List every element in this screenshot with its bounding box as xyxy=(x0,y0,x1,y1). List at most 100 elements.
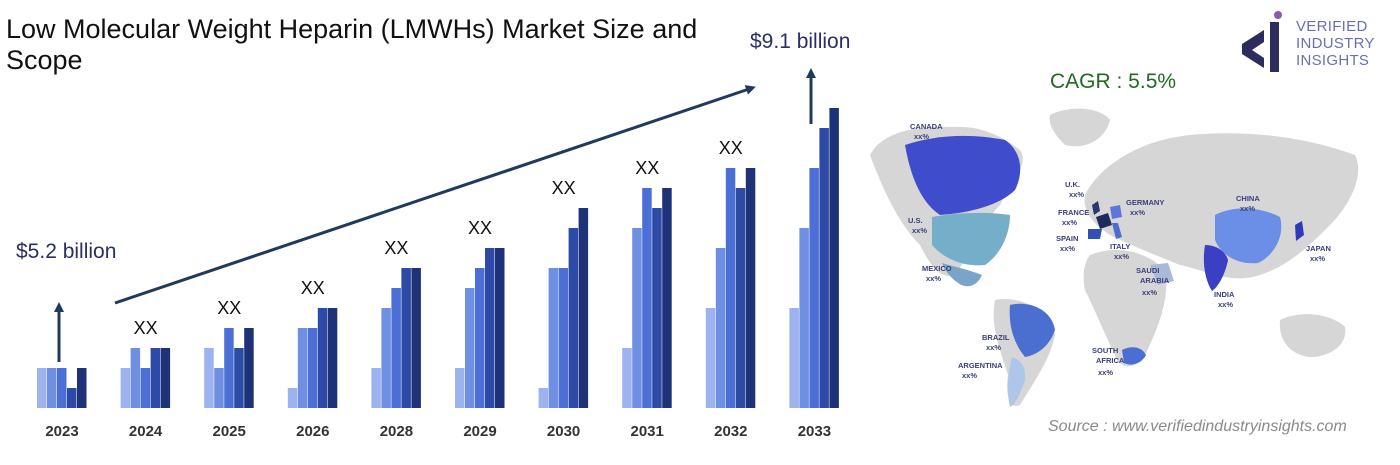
data-label: XX xyxy=(635,158,659,178)
bar-2032-4 xyxy=(735,188,746,408)
land-australia xyxy=(1279,314,1346,357)
region-spain xyxy=(1088,229,1102,239)
map-label: U.S. xyxy=(908,216,923,225)
data-label: XX xyxy=(552,178,576,198)
bar-2028-2 xyxy=(381,308,391,408)
region-france xyxy=(1096,213,1112,229)
map-label: CANADA xyxy=(910,122,943,131)
x-tick-label: 2031 xyxy=(631,423,664,440)
bar-2032-2 xyxy=(715,248,726,408)
start-value-label: $5.2 billion xyxy=(16,240,117,263)
bar-2024-5 xyxy=(160,348,171,408)
cagr-label: CAGR : 5.5% xyxy=(1050,70,1177,93)
region-canada xyxy=(905,135,1021,215)
bar-2023-3 xyxy=(57,368,67,408)
region-uk xyxy=(1092,201,1100,215)
map-value: xx% xyxy=(1062,218,1077,227)
map-value: xx% xyxy=(914,132,929,141)
map-value: AFRICA xyxy=(1096,356,1125,365)
map-label: xx% xyxy=(1098,368,1113,377)
bar-2032-1 xyxy=(705,308,716,408)
bar-2023-5 xyxy=(77,368,87,408)
map-value: xx% xyxy=(1310,254,1325,263)
map-label: JAPAN xyxy=(1306,244,1331,253)
land-africa xyxy=(1083,250,1167,367)
region-brazil xyxy=(1009,303,1055,357)
bar-2029-3 xyxy=(475,268,485,408)
region-japan xyxy=(1295,221,1304,241)
map-value: xx% xyxy=(1240,204,1255,213)
data-label: XX xyxy=(301,278,325,298)
map-value: xx% xyxy=(986,343,1001,352)
region-germany xyxy=(1110,205,1122,219)
bar-2028-4 xyxy=(401,268,411,408)
x-tick-label: 2030 xyxy=(547,423,580,440)
map-value: xx% xyxy=(912,226,927,235)
map-value: xx% xyxy=(1130,208,1145,217)
map-label: SAUDI xyxy=(1136,266,1159,275)
map-label: CHINA xyxy=(1236,194,1260,203)
bar-2024-3 xyxy=(140,368,151,408)
bar-2023-4 xyxy=(67,388,77,408)
bar-2031-3 xyxy=(642,188,652,408)
bar-2028-3 xyxy=(391,288,401,408)
map-value: xx% xyxy=(926,274,941,283)
map-value: xx% xyxy=(1218,300,1233,309)
data-label: XX xyxy=(719,138,743,158)
bar-2029-1 xyxy=(455,368,465,408)
map-label: FRANCE xyxy=(1058,208,1089,217)
x-tick-label: 2023 xyxy=(45,423,78,440)
bar-2031-4 xyxy=(652,208,662,408)
region-us xyxy=(932,212,1010,266)
bar-2032-5 xyxy=(745,168,756,408)
map-label: GERMANY xyxy=(1126,198,1164,207)
bar-2025-4 xyxy=(234,348,244,408)
region-mexico xyxy=(942,263,982,287)
bar-2024-4 xyxy=(150,348,161,408)
land-greenland xyxy=(1049,108,1110,147)
bar-2033-3 xyxy=(809,168,819,408)
end-value-label: $9.1 billion xyxy=(750,30,851,53)
bar-2026-5 xyxy=(327,308,338,408)
bar-2029-4 xyxy=(485,248,495,408)
brand-logo: VERIFIED INDUSTRY INSIGHTS xyxy=(1234,8,1394,78)
bar-2033-1 xyxy=(789,308,799,408)
bar-2026-4 xyxy=(317,308,328,408)
map-label: INDIA xyxy=(1214,290,1235,299)
region-south-africa xyxy=(1122,347,1146,365)
chart-title: Low Molecular Weight Heparin (LMWHs) Mar… xyxy=(6,14,698,75)
map-label: MEXICO xyxy=(922,264,952,273)
bar-2023-1 xyxy=(37,368,47,408)
bar-chart: 2023 2024 XX 2025 XX 2026 XX 2028 XX 2029 XX 2030 XX… xyxy=(37,68,839,440)
trend-arrow xyxy=(114,85,756,305)
bar-2033-2 xyxy=(799,228,809,408)
region-india xyxy=(1203,245,1228,291)
map-label: SPAIN xyxy=(1056,234,1078,243)
map-label: BRAZIL xyxy=(982,333,1010,342)
region-argentina xyxy=(1007,357,1026,407)
x-tick-label: 2032 xyxy=(714,423,747,440)
bar-2031-5 xyxy=(662,188,672,408)
bar-2032-3 xyxy=(725,168,736,408)
region-italy xyxy=(1112,223,1122,239)
land-eurasia xyxy=(1084,133,1359,279)
map-value: xx% xyxy=(1114,252,1129,261)
region-saudi-arabia xyxy=(1150,263,1174,285)
x-tick-label: 2033 xyxy=(798,423,831,440)
x-tick-label: 2026 xyxy=(296,423,329,440)
map-label: U.K. xyxy=(1065,180,1080,189)
map-value: xx% xyxy=(1069,190,1084,199)
bar-2030-3 xyxy=(558,268,569,408)
bar-2029-5 xyxy=(495,248,505,408)
bar-2030-4 xyxy=(568,228,579,408)
x-tick-label: 2029 xyxy=(463,423,496,440)
x-tick-label: 2025 xyxy=(213,423,246,440)
bar-2026-3 xyxy=(307,328,318,408)
region-china xyxy=(1215,208,1282,264)
bar-2023-2 xyxy=(47,368,57,408)
bar-2025-3 xyxy=(224,328,234,408)
map-label: xx% xyxy=(1142,288,1157,297)
bar-2024-1 xyxy=(120,368,131,408)
bar-2033-5 xyxy=(829,108,839,408)
data-label: XX xyxy=(384,238,408,258)
